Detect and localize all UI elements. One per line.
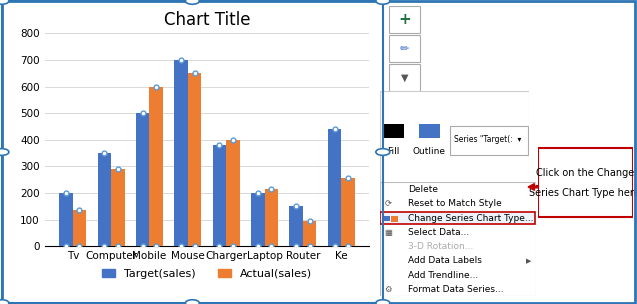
Text: Fill: Fill	[387, 147, 399, 156]
Bar	[328, 129, 341, 246]
Text: +: +	[398, 12, 412, 27]
FancyBboxPatch shape	[450, 126, 528, 155]
Text: Add Data Labels: Add Data Labels	[408, 256, 482, 265]
Text: Click on the Change: Click on the Change	[536, 168, 634, 178]
Text: ▶: ▶	[526, 258, 531, 264]
Bar	[341, 178, 355, 246]
Text: Outline: Outline	[413, 147, 445, 156]
Bar	[59, 193, 73, 246]
Bar	[188, 73, 201, 246]
Text: Add Trendline...: Add Trendline...	[408, 271, 478, 279]
FancyBboxPatch shape	[389, 35, 420, 62]
FancyBboxPatch shape	[389, 64, 420, 91]
Bar	[136, 113, 150, 246]
Bar	[303, 221, 317, 246]
FancyBboxPatch shape	[380, 91, 529, 188]
Text: 3-D Rotation...: 3-D Rotation...	[408, 242, 473, 251]
Text: ⟳: ⟳	[384, 199, 391, 208]
Text: ✏: ✏	[400, 44, 410, 54]
Bar	[383, 124, 404, 138]
FancyBboxPatch shape	[380, 182, 536, 296]
Text: Reset to Match Style: Reset to Match Style	[408, 199, 501, 208]
Legend: Target(sales), Actual(sales): Target(sales), Actual(sales)	[97, 264, 317, 283]
Text: ⚙: ⚙	[384, 285, 392, 294]
Bar	[264, 189, 278, 246]
Bar	[289, 206, 303, 246]
Text: Delete: Delete	[408, 185, 438, 194]
Text: Series Chart Type here.: Series Chart Type here.	[529, 188, 637, 198]
Text: Format Data Series...: Format Data Series...	[408, 285, 503, 294]
Bar	[175, 60, 188, 246]
Bar	[383, 216, 390, 221]
Bar	[97, 153, 111, 246]
Text: Select Data...: Select Data...	[408, 228, 469, 237]
Bar	[73, 210, 86, 246]
Text: Series "Target(:  ▾: Series "Target(: ▾	[454, 135, 522, 144]
Bar	[213, 145, 226, 246]
FancyBboxPatch shape	[538, 148, 633, 217]
Bar	[150, 87, 163, 246]
Text: ▼: ▼	[401, 73, 408, 83]
Bar	[419, 124, 440, 138]
Text: Change Series Chart Type...: Change Series Chart Type...	[408, 213, 533, 223]
Title: Chart Title: Chart Title	[164, 11, 250, 29]
FancyBboxPatch shape	[380, 212, 535, 224]
Bar	[391, 216, 397, 222]
Bar	[251, 193, 264, 246]
Text: ▦: ▦	[384, 228, 392, 237]
Bar	[226, 140, 240, 246]
Bar	[111, 169, 125, 246]
FancyBboxPatch shape	[389, 6, 420, 33]
